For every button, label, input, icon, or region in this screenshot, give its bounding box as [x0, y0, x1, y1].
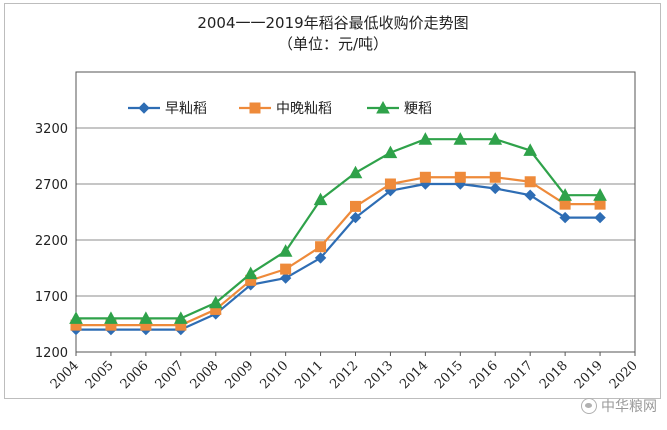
x-tick-label: 2015	[432, 358, 466, 392]
data-point	[593, 188, 607, 201]
x-tick-label: 2017	[502, 358, 536, 392]
wechat-icon	[581, 398, 597, 414]
data-point	[454, 171, 466, 183]
y-tick-label: 2700	[35, 178, 68, 193]
data-point	[489, 182, 501, 195]
data-point	[69, 311, 83, 324]
data-point	[594, 211, 606, 224]
data-point	[279, 272, 292, 284]
x-tick-label: 2010	[257, 358, 291, 392]
data-point	[313, 192, 328, 206]
legend-label-1: 中晚籼稻	[276, 101, 332, 117]
x-tick-label: 2009	[223, 358, 257, 392]
x-tick-label: 2013	[362, 358, 396, 392]
x-tick-label: 2016	[467, 358, 501, 392]
data-point	[559, 211, 571, 224]
data-point	[349, 211, 362, 224]
series-line-2	[76, 138, 601, 320]
x-tick-label: 2020	[607, 358, 641, 392]
chart-svg: 2004一一2019年稻谷最低收购价走势图 （单位：元/吨） 1200 1700 2…	[35, 14, 641, 392]
watermark-text: 中华粮网	[601, 399, 657, 415]
data-point	[383, 145, 398, 159]
legend-label-2: 粳稻	[404, 101, 432, 117]
data-point	[348, 165, 363, 179]
x-tick-label: 2018	[537, 358, 571, 392]
data-point	[350, 200, 361, 212]
legend: 早籼稻 中晚籼稻 粳稻	[128, 100, 432, 117]
x-tick-label: 2006	[118, 358, 152, 392]
x-tick-label: 2014	[397, 358, 431, 392]
data-point	[558, 188, 572, 201]
data-point	[314, 252, 327, 264]
x-tick-label: 2008	[188, 358, 222, 392]
data-point	[453, 132, 468, 145]
x-tick-label: 2011	[292, 358, 326, 392]
data-point	[104, 311, 118, 324]
watermark: 中华粮网	[581, 396, 657, 416]
data-point	[315, 241, 327, 253]
chart-frame: 2004一一2019年稻谷最低收购价走势图 （单位：元/吨） 1200 1700 2…	[4, 3, 661, 399]
legend-marker-2	[376, 100, 390, 114]
data-point	[243, 266, 258, 280]
x-tick-label: 2004	[48, 358, 82, 392]
y-tick-label: 2200	[35, 234, 68, 249]
chart-title: 2004一一2019年稻谷最低收购价走势图	[197, 14, 468, 32]
data-point	[278, 244, 293, 257]
x-tick-label: 2005	[83, 358, 117, 392]
data-point	[419, 171, 431, 183]
data-point	[488, 132, 503, 145]
data-point	[524, 176, 536, 188]
data-point	[489, 171, 501, 183]
chart-subtitle: （单位：元/吨）	[278, 35, 388, 53]
data-point	[280, 263, 292, 275]
data-point	[208, 295, 223, 309]
series-line-0	[76, 182, 601, 331]
y-tick-label: 1200	[35, 346, 68, 361]
data-point	[523, 143, 538, 156]
data-point	[418, 132, 433, 145]
plot-area: 1200 1700 2200 2700 3200 2004 2005 2006 2007 2008…	[35, 71, 641, 392]
x-tick-label: 2007	[153, 358, 187, 392]
legend-marker-0	[138, 102, 150, 114]
data-point	[173, 311, 188, 324]
legend-label-0: 早籼稻	[165, 101, 207, 117]
y-tick-label: 1700	[35, 290, 68, 305]
data-point	[139, 311, 153, 324]
y-tick-label: 3200	[35, 122, 68, 137]
data-point	[384, 178, 396, 190]
data-point	[524, 189, 536, 201]
series-line-1	[76, 176, 601, 327]
x-tick-label: 2012	[327, 358, 361, 392]
x-tick-label: 2019	[572, 358, 606, 392]
legend-marker-1	[249, 102, 261, 114]
